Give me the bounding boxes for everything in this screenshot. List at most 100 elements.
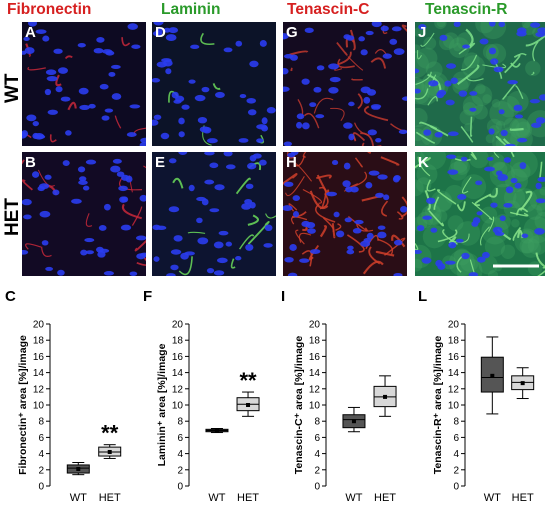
nucleus-dapi	[213, 241, 224, 249]
nucleus-dapi	[437, 89, 447, 96]
neuropil-texture	[539, 186, 545, 196]
y-tick-label: 10	[33, 401, 45, 412]
nucleus-dapi	[55, 86, 63, 93]
nucleus-dapi	[305, 221, 316, 229]
fiber-stain	[200, 32, 215, 45]
y-tick-label: 18	[448, 336, 460, 347]
nucleus-dapi	[139, 252, 146, 257]
nucleus-dapi	[428, 80, 439, 87]
fiber-stain	[360, 132, 374, 146]
nucleus-dapi	[256, 138, 264, 143]
nucleus-dapi	[84, 237, 95, 243]
nucleus-dapi	[513, 104, 523, 112]
nucleus-dapi	[108, 71, 116, 77]
nucleus-dapi	[477, 256, 486, 263]
fiber-stain	[460, 126, 474, 143]
fiber-stain	[370, 57, 387, 69]
nucleus-dapi	[163, 59, 173, 67]
nucleus-dapi	[329, 76, 341, 83]
nucleus-dapi	[178, 152, 188, 155]
fiber-stain	[354, 157, 363, 168]
nucleus-dapi	[259, 40, 267, 47]
panel-letter-f: F	[143, 288, 153, 305]
y-tick-label: 12	[309, 384, 321, 395]
nucleus-dapi	[163, 27, 171, 33]
fiber-stain	[41, 246, 52, 257]
fiber-stain	[462, 176, 472, 194]
nucleus-dapi	[416, 224, 425, 232]
nucleus-dapi	[22, 249, 29, 255]
nucleus-dapi	[382, 53, 392, 59]
tile-background	[152, 152, 276, 276]
significance-marker: **	[239, 368, 257, 393]
nucleus-dapi	[309, 102, 317, 108]
mean-marker	[246, 403, 251, 407]
fiber-stain	[303, 112, 320, 129]
nucleus-dapi	[259, 159, 267, 166]
micrograph-fibronectin-het: B	[22, 152, 146, 276]
nucleus-dapi	[365, 30, 374, 36]
nucleus-dapi	[110, 165, 121, 173]
nucleus-dapi	[450, 77, 458, 84]
fiber-stain	[416, 49, 422, 60]
nucleus-dapi	[118, 185, 128, 192]
nucleus-dapi	[435, 259, 443, 267]
fiber-stain	[347, 215, 368, 232]
nucleus-dapi	[393, 273, 403, 276]
nucleus-dapi	[360, 240, 371, 247]
fiber-stain	[380, 156, 400, 166]
nucleus-dapi	[289, 243, 297, 251]
nucleus-dapi	[367, 129, 377, 136]
fiber-stain	[515, 84, 524, 100]
y-tick-label: 6	[38, 433, 44, 444]
nucleus-dapi	[445, 99, 455, 106]
nucleus-dapi	[166, 273, 176, 276]
y-tick-label: 10	[309, 401, 321, 412]
fiber-stain	[27, 66, 46, 71]
box-plot-2: 0 2 4 6 8 10 12 14 16 18 20 Laminin⁺ area [%]/image…	[156, 320, 260, 504]
fiber-stain	[535, 252, 545, 268]
tile-svg	[152, 152, 276, 276]
fiber-stain	[357, 93, 363, 110]
nucleus-dapi	[446, 154, 457, 160]
x-category-label: WT	[208, 492, 225, 504]
mean-marker	[490, 373, 495, 378]
nucleus-dapi	[383, 194, 390, 201]
nucleus-dapi	[97, 251, 106, 258]
fiber-stain	[493, 152, 500, 158]
neuropil-texture	[456, 258, 483, 276]
nucleus-dapi	[223, 152, 233, 157]
fiber-stain	[298, 232, 312, 243]
nucleus-dapi	[45, 266, 54, 271]
y-axis-label: Laminin⁺ area [%]/image	[156, 343, 168, 466]
fiber-stain	[420, 32, 435, 47]
fiber-stain	[391, 234, 406, 248]
nucleus-dapi	[377, 174, 388, 180]
header-laminin: Laminin	[161, 1, 221, 18]
y-tick-label: 16	[33, 352, 45, 363]
nucleus-dapi	[343, 122, 353, 129]
fiber-stain	[55, 74, 62, 87]
nucleus-dapi	[342, 180, 351, 188]
nucleus-dapi	[283, 86, 290, 92]
fiber-stain	[415, 157, 431, 169]
nucleus-dapi	[53, 48, 63, 54]
fiber-stain	[488, 187, 498, 198]
neuropil-texture	[494, 213, 511, 230]
nucleus-dapi	[535, 198, 545, 204]
fiber-stain	[363, 105, 389, 122]
nucleus-dapi	[309, 249, 321, 254]
nucleus-dapi	[103, 203, 111, 211]
neuropil-texture	[453, 42, 462, 52]
nucleus-dapi	[505, 186, 514, 194]
nucleus-dapi	[223, 47, 233, 53]
nucleus-dapi	[347, 245, 354, 251]
fiber-stain	[335, 223, 342, 231]
nucleus-dapi	[77, 166, 86, 173]
neuropil-texture	[448, 161, 468, 181]
nucleus-dapi	[152, 30, 163, 37]
neuropil-texture	[429, 213, 442, 226]
nucleus-dapi	[261, 125, 269, 132]
header-tenascin-r: Tenascin-R	[425, 1, 508, 18]
nucleus-dapi	[178, 117, 185, 125]
